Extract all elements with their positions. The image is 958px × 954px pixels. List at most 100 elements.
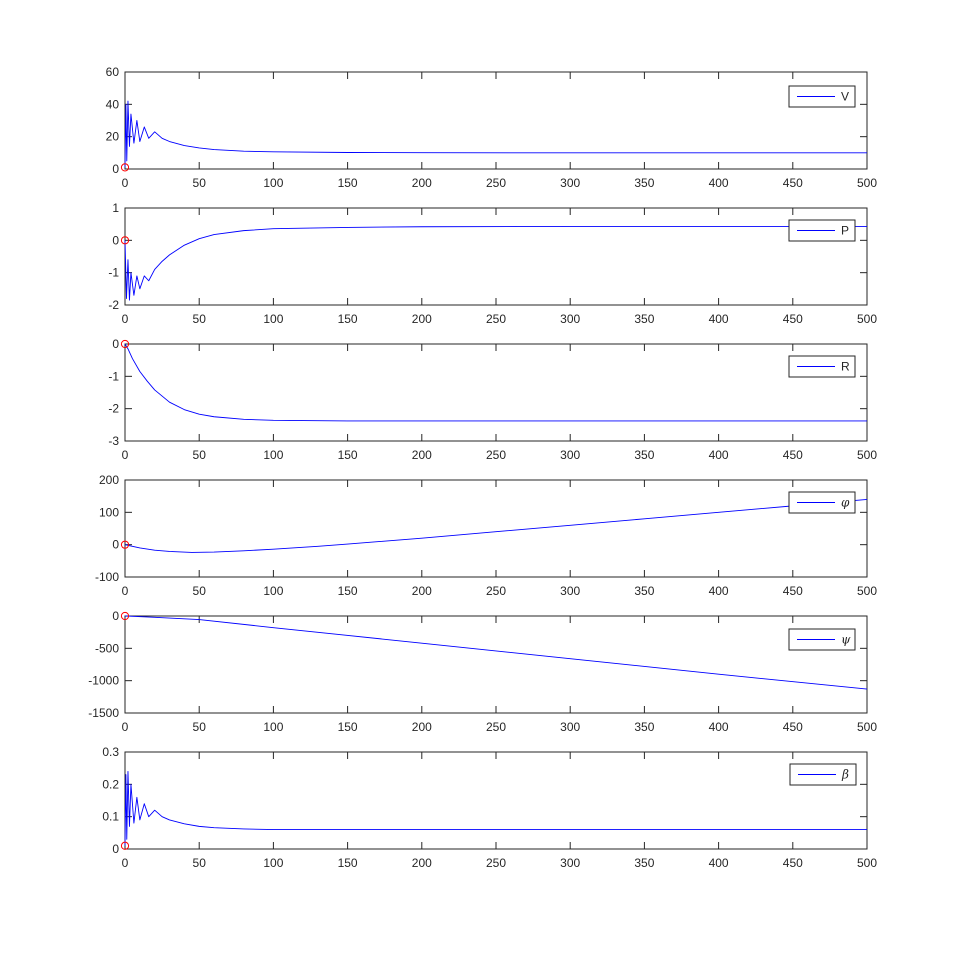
y-tick-label: -1 [108, 369, 119, 383]
x-tick-label: 0 [122, 856, 129, 870]
initial-point-marker [120, 540, 130, 549]
x-tick-label: 250 [486, 856, 506, 870]
x-tick-label: 500 [857, 584, 877, 598]
x-tick-label: 150 [338, 584, 358, 598]
x-tick-label: 450 [783, 584, 803, 598]
x-tick-label: 0 [122, 176, 129, 190]
x-tick-label: 400 [709, 448, 729, 462]
x-tick-label: 300 [560, 856, 580, 870]
x-tick-label: 300 [560, 584, 580, 598]
y-tick-label: -100 [95, 570, 119, 584]
x-tick-label: 100 [263, 312, 283, 326]
y-tick-label: 0 [112, 842, 119, 856]
x-tick-label: 50 [193, 312, 207, 326]
x-tick-label: 200 [412, 312, 432, 326]
x-tick-label: 400 [709, 720, 729, 734]
x-tick-label: 450 [783, 720, 803, 734]
x-tick-label: 450 [783, 448, 803, 462]
x-tick-label: 0 [122, 584, 129, 598]
legend-label: V [841, 90, 849, 104]
x-tick-label: 350 [634, 584, 654, 598]
x-tick-label: 100 [263, 584, 283, 598]
initial-point-marker [120, 611, 130, 621]
x-tick-label: 250 [486, 312, 506, 326]
legend: φ [788, 491, 856, 514]
y-tick-label: -2 [108, 402, 119, 416]
initial-point-marker [120, 339, 130, 349]
legend: ψ [788, 628, 856, 651]
x-tick-label: 400 [709, 176, 729, 190]
y-tick-label: 0 [112, 337, 119, 351]
x-tick-label: 150 [338, 312, 358, 326]
legend: V [788, 85, 856, 108]
axes-box [124, 343, 868, 442]
subplot-1: 0 50 100 150 200 250 300 350 400 450 500 0 20 40 60 V [106, 65, 878, 190]
subplot-6: 0 50 100 150 200 250 300 350 400 450 500 0 0.1 0.2 0.3… [102, 745, 877, 870]
x-tick-label: 0 [122, 448, 129, 462]
x-tick-label: 100 [263, 720, 283, 734]
initial-point-marker [120, 236, 130, 245]
series-line [124, 498, 868, 553]
legend: R [788, 355, 856, 378]
legend-label: R [841, 360, 850, 374]
x-tick-label: 150 [338, 856, 358, 870]
x-tick-label: 200 [412, 448, 432, 462]
y-tick-label: 200 [99, 473, 119, 487]
x-tick-label: 50 [193, 448, 207, 462]
axes-box [124, 71, 868, 170]
y-tick-label: 0 [112, 538, 119, 552]
initial-point-marker [120, 163, 130, 172]
subplot-2: 0 50 100 150 200 250 300 350 400 450 500 -2 -1 0 1 P [108, 201, 877, 326]
legend-label: β [841, 768, 849, 782]
x-tick-label: 250 [486, 720, 506, 734]
y-tick-label: 0.2 [102, 777, 119, 791]
initial-point-marker [120, 841, 130, 850]
y-tick-label: -1000 [88, 674, 119, 688]
x-tick-label: 300 [560, 448, 580, 462]
x-tick-label: 200 [412, 856, 432, 870]
x-tick-label: 400 [709, 584, 729, 598]
x-tick-label: 50 [193, 584, 207, 598]
legend: β [789, 763, 857, 786]
y-tick-label: 0.3 [102, 745, 119, 759]
x-tick-label: 350 [634, 312, 654, 326]
x-tick-label: 300 [560, 176, 580, 190]
x-tick-label: 500 [857, 448, 877, 462]
x-tick-label: 250 [486, 448, 506, 462]
axes-box [124, 615, 868, 714]
x-tick-label: 100 [263, 176, 283, 190]
x-tick-label: 350 [634, 856, 654, 870]
series-line [124, 615, 868, 690]
x-tick-label: 200 [412, 176, 432, 190]
y-tick-label: 60 [106, 65, 120, 79]
x-tick-label: 50 [193, 720, 207, 734]
y-tick-label: 20 [106, 130, 120, 144]
x-tick-label: 200 [412, 584, 432, 598]
x-tick-label: 100 [263, 448, 283, 462]
y-tick-label: 1 [112, 201, 119, 215]
x-tick-label: 400 [709, 312, 729, 326]
x-tick-label: 100 [263, 856, 283, 870]
x-tick-label: 0 [122, 720, 129, 734]
y-tick-label: -1500 [88, 706, 119, 720]
y-tick-label: 40 [106, 97, 120, 111]
x-tick-label: 450 [783, 312, 803, 326]
x-tick-label: 150 [338, 448, 358, 462]
series-line [124, 100, 867, 168]
y-tick-label: 100 [99, 505, 119, 519]
x-tick-label: 50 [193, 176, 207, 190]
x-tick-label: 150 [338, 720, 358, 734]
x-tick-label: 500 [857, 312, 877, 326]
x-tick-label: 200 [412, 720, 432, 734]
x-tick-label: 350 [634, 720, 654, 734]
legend-label: ψ [841, 633, 851, 647]
legend-label: P [841, 224, 849, 238]
subplot-5: 0 50 100 150 200 250 300 350 400 450 500 -1500 -1000… [88, 609, 877, 734]
legend: P [788, 219, 856, 242]
x-tick-label: 450 [783, 856, 803, 870]
y-tick-label: -3 [108, 434, 119, 448]
x-tick-label: 50 [193, 856, 207, 870]
y-tick-label: -500 [95, 641, 119, 655]
x-tick-label: 450 [783, 176, 803, 190]
